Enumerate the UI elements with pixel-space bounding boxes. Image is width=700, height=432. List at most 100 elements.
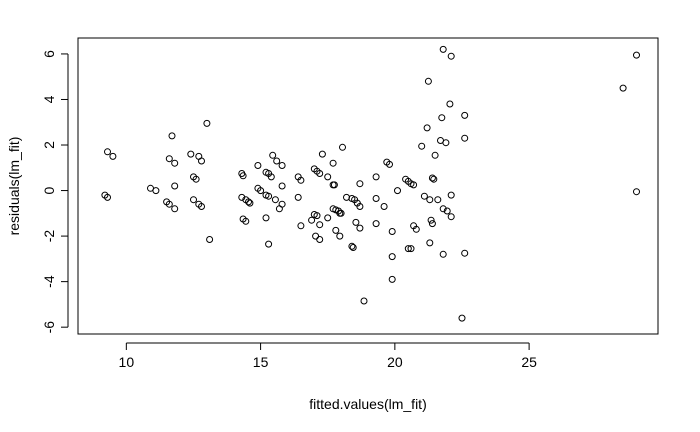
data-point — [104, 148, 111, 156]
data-point — [192, 175, 200, 183]
data-point — [426, 239, 434, 247]
data-point — [434, 196, 442, 204]
y-tick-label: -4 — [41, 275, 57, 288]
x-axis-title: fitted.values(lm_fit) — [309, 396, 426, 412]
data-point — [198, 157, 205, 165]
data-point — [171, 205, 179, 213]
data-point — [265, 240, 273, 248]
x-tick-label: 10 — [119, 354, 135, 370]
data-point — [165, 200, 173, 208]
data-point — [461, 249, 469, 257]
data-point — [461, 111, 469, 119]
data-point — [356, 224, 364, 232]
data-point — [152, 187, 160, 195]
data-point — [171, 182, 179, 190]
data-point — [418, 142, 426, 150]
data-point — [278, 182, 286, 190]
data-point — [245, 198, 252, 206]
y-tick-label: 0 — [41, 186, 57, 194]
data-point — [348, 242, 356, 250]
data-point — [267, 173, 275, 181]
data-point — [356, 180, 364, 188]
data-point — [336, 232, 344, 240]
data-point — [278, 162, 286, 169]
data-point — [318, 150, 326, 158]
data-point — [206, 236, 214, 243]
data-point — [360, 297, 368, 305]
data-point — [246, 199, 254, 207]
data-point — [372, 220, 380, 228]
data-point — [430, 175, 438, 183]
data-point — [420, 192, 428, 200]
data-point — [337, 209, 345, 217]
data-point — [619, 84, 627, 92]
data-point — [171, 159, 179, 167]
data-point — [431, 151, 439, 159]
x-tick-label: 25 — [521, 354, 537, 370]
data-point — [269, 151, 277, 159]
y-axis-title: residuals(lm_fit) — [6, 137, 22, 236]
data-point — [388, 228, 396, 235]
data-point — [316, 236, 324, 243]
x-tick-label: 20 — [387, 354, 403, 370]
data-point — [262, 214, 270, 222]
data-point — [316, 221, 324, 229]
data-point — [349, 244, 357, 251]
data-point — [386, 160, 393, 168]
data-point — [352, 218, 360, 226]
data-point — [442, 139, 450, 147]
data-point — [239, 172, 247, 180]
y-tick-label: -6 — [41, 321, 57, 334]
data-point — [273, 157, 281, 165]
data-point — [439, 250, 447, 258]
data-point — [324, 173, 332, 181]
y-tick-label: -2 — [41, 230, 57, 243]
data-point — [427, 216, 435, 224]
data-point — [271, 196, 279, 204]
data-point — [190, 196, 197, 204]
data-point — [238, 193, 246, 201]
data-point — [312, 232, 320, 240]
y-tick-label: 2 — [41, 141, 57, 149]
data-point — [242, 217, 250, 225]
y-tick-label: 6 — [41, 50, 57, 58]
data-point — [372, 195, 380, 202]
data-point — [404, 245, 412, 253]
data-point — [109, 152, 117, 160]
data-point — [439, 205, 447, 213]
data-point — [428, 220, 436, 228]
data-point — [330, 181, 338, 189]
plot-box — [77, 37, 659, 335]
data-point — [254, 162, 262, 169]
data-point — [380, 203, 388, 210]
data-point — [410, 181, 418, 189]
x-axis: 10 15 20 25 — [119, 342, 537, 370]
data-point — [356, 203, 364, 210]
data-point — [388, 253, 396, 261]
data-point — [447, 191, 455, 199]
data-point — [278, 200, 286, 208]
data-point — [407, 245, 415, 253]
data-point — [297, 222, 305, 230]
data-point — [443, 207, 451, 215]
data-point — [412, 225, 420, 233]
data-point — [458, 314, 466, 322]
data-point — [329, 159, 337, 167]
data-point — [423, 124, 431, 132]
data-point — [257, 187, 265, 195]
data-point — [339, 143, 346, 151]
data-point — [308, 216, 316, 224]
data-point — [198, 203, 205, 210]
y-axis: -6 -4 -2 0 2 4 6 — [41, 50, 69, 334]
data-points — [101, 45, 640, 322]
data-point — [313, 212, 321, 220]
data-point — [104, 193, 111, 201]
y-tick-label: 4 — [41, 95, 57, 103]
data-point — [316, 170, 324, 177]
data-point — [447, 213, 455, 221]
data-point — [165, 155, 173, 163]
data-point — [297, 176, 305, 184]
data-point — [203, 119, 211, 127]
data-point — [633, 188, 640, 196]
